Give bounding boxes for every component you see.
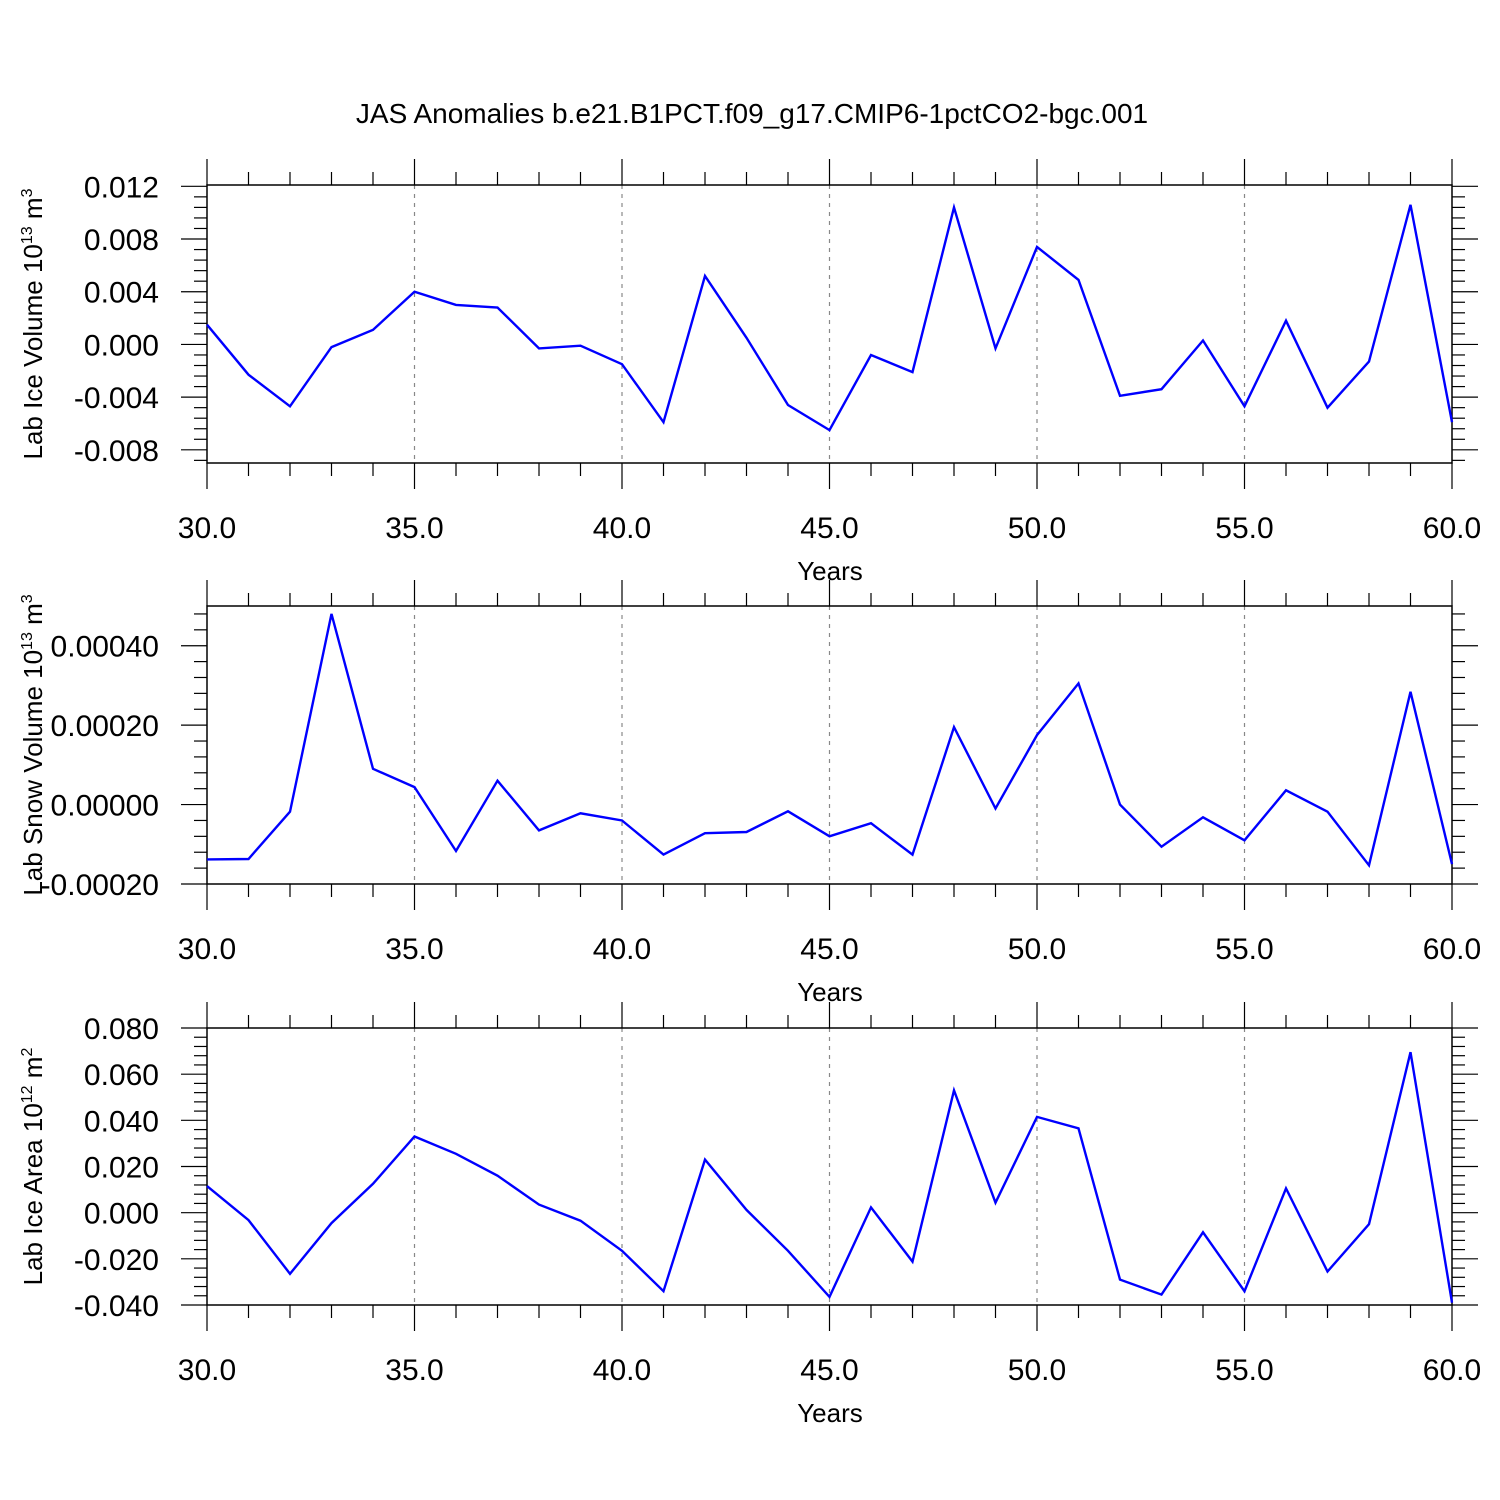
x-tick-label: 60.0 [1423, 512, 1481, 545]
y-axis-title: Lab Ice Volume 1013 m3 [18, 188, 48, 459]
x-tick-label: 50.0 [1008, 933, 1066, 966]
x-tick-label: 35.0 [385, 512, 443, 545]
panel-1: -0.008 -0.004 0.000 0.004 0.008 0.012 30.0 35.0… [18, 159, 1481, 586]
x-tick-label: 45.0 [800, 933, 858, 966]
y-tick-label: 0.00000 [51, 790, 159, 823]
x-tick-label: 35.0 [385, 1354, 443, 1387]
y-tick-label: 0.00020 [51, 710, 159, 743]
y-tick-label: 0.020 [84, 1152, 159, 1185]
y-tick-label: -0.004 [74, 382, 159, 415]
y-tick-label: 0.040 [84, 1105, 159, 1138]
x-tick-label: 55.0 [1215, 933, 1273, 966]
x-tick-label: 60.0 [1423, 1354, 1481, 1387]
x-tick-label: 40.0 [593, 933, 651, 966]
x-tick-label: 30.0 [178, 933, 236, 966]
x-tick-label: 45.0 [800, 1354, 858, 1387]
x-tick-label: 40.0 [593, 1354, 651, 1387]
x-tick-label: 45.0 [800, 512, 858, 545]
y-tick-label: 0.00040 [51, 631, 159, 664]
x-tick-label: 60.0 [1423, 933, 1481, 966]
x-tick-label: 40.0 [593, 512, 651, 545]
y-tick-label: 0.000 [84, 329, 159, 362]
y-tick-label: -0.008 [74, 435, 159, 468]
y-tick-label: 0.060 [84, 1059, 159, 1092]
y-axis-title: Lab Ice Area 1012 m2 [18, 1048, 48, 1286]
y-tick-label: 0.008 [84, 224, 159, 257]
x-axis-title: Years [797, 1398, 863, 1428]
y-tick-label: 0.004 [84, 277, 159, 310]
x-tick-label: 50.0 [1008, 512, 1066, 545]
y-tick-label: 0.080 [84, 1013, 159, 1046]
panel-2: -0.00020 0.00000 0.00020 0.00040 30.0 35.0 40.… [18, 580, 1481, 1007]
chart-title: JAS Anomalies b.e21.B1PCT.f09_g17.CMIP6-… [356, 98, 1148, 129]
series-line [206, 202, 1454, 432]
x-tick-label: 35.0 [385, 933, 443, 966]
panel-3: -0.040 -0.020 0.000 0.020 0.040 0.060 0.080 30.… [18, 1002, 1481, 1428]
y-tick-label: -0.040 [74, 1290, 159, 1323]
x-tick-label: 30.0 [178, 512, 236, 545]
y-tick-label: -0.020 [74, 1244, 159, 1277]
y-axis-title: Lab Snow Volume 1013 m3 [18, 594, 48, 895]
x-tick-label: 50.0 [1008, 1354, 1066, 1387]
y-tick-label: 0.000 [84, 1198, 159, 1231]
x-tick-label: 55.0 [1215, 1354, 1273, 1387]
x-tick-label: 30.0 [178, 1354, 236, 1387]
y-tick-label: 0.012 [84, 171, 159, 204]
y-tick-label: -0.00020 [41, 869, 159, 902]
panels: -0.008 -0.004 0.000 0.004 0.008 0.012 30.0 35.0… [18, 159, 1481, 1428]
x-tick-label: 55.0 [1215, 512, 1273, 545]
